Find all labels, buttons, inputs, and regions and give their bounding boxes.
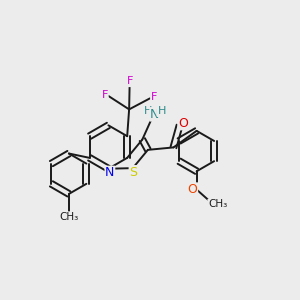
Text: F: F xyxy=(151,92,157,102)
Text: F: F xyxy=(102,90,108,100)
Text: F: F xyxy=(127,76,134,86)
Text: N: N xyxy=(150,108,159,121)
Text: H: H xyxy=(144,106,152,116)
Text: N: N xyxy=(105,167,115,179)
Text: O: O xyxy=(178,117,188,130)
Text: S: S xyxy=(129,166,137,179)
Text: CH₃: CH₃ xyxy=(208,200,227,209)
Text: CH₃: CH₃ xyxy=(59,212,79,222)
Text: H: H xyxy=(158,106,166,116)
Text: O: O xyxy=(188,183,197,196)
